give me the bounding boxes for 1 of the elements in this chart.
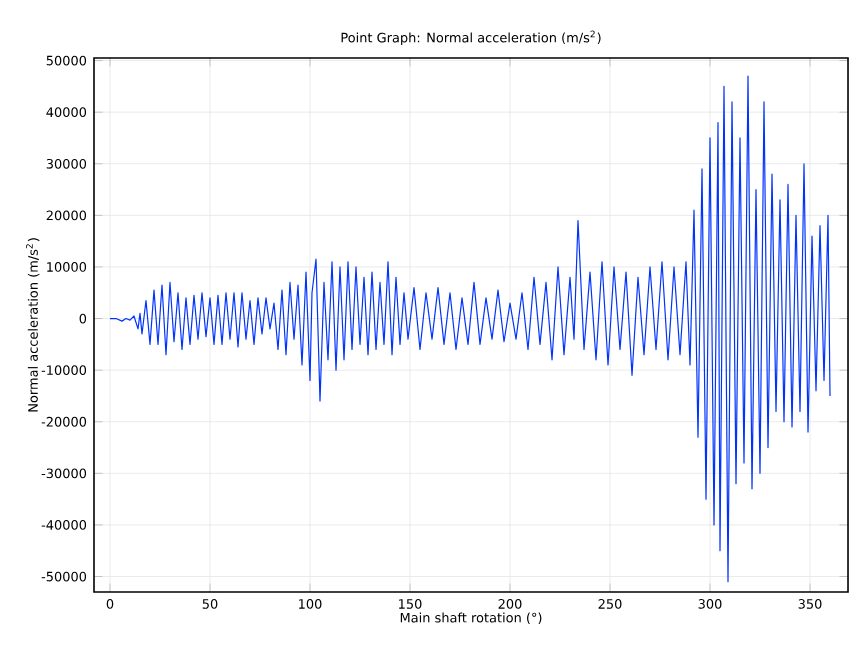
- line-series: [109, 75, 831, 583]
